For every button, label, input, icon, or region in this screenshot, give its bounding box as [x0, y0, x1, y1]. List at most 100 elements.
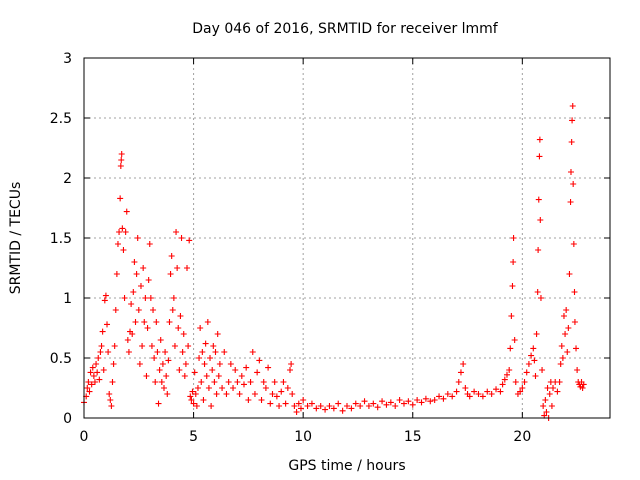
data-point-marker — [120, 247, 127, 253]
data-point-marker — [163, 373, 170, 379]
data-point-marker — [101, 297, 108, 304]
data-point-marker — [247, 379, 254, 385]
data-point-marker — [291, 403, 298, 409]
data-point-marker — [431, 397, 438, 403]
data-point-marker — [308, 400, 315, 407]
data-point-marker — [121, 295, 128, 301]
data-point-marker — [227, 361, 234, 367]
data-point-marker — [521, 379, 528, 385]
data-point-marker — [501, 376, 508, 383]
data-point-marker — [557, 361, 564, 367]
data-point-marker — [134, 235, 141, 241]
data-point-marker — [191, 369, 198, 376]
x-tick-label: 5 — [189, 429, 198, 445]
data-point-marker — [322, 406, 329, 413]
data-point-marker — [204, 319, 211, 325]
data-point-marker — [133, 271, 140, 277]
y-tick-label: 0.5 — [50, 351, 72, 367]
data-point-marker — [141, 319, 148, 325]
data-point-marker — [88, 381, 95, 388]
data-point-marker — [215, 373, 222, 379]
data-point-marker — [150, 307, 157, 313]
data-point-marker — [236, 391, 243, 397]
data-point-marker — [288, 361, 295, 367]
data-point-marker — [466, 393, 473, 400]
data-point-marker — [484, 388, 491, 395]
data-point-marker — [200, 397, 207, 403]
data-point-marker — [99, 328, 106, 335]
data-point-marker — [192, 391, 199, 397]
data-point-marker — [123, 208, 130, 215]
data-point-marker — [189, 388, 196, 395]
data-point-marker — [84, 385, 91, 391]
data-point-marker — [297, 405, 304, 412]
data-point-marker — [574, 367, 581, 373]
data-point-marker — [221, 349, 228, 355]
data-point-marker — [86, 388, 93, 395]
data-point-marker — [185, 343, 192, 349]
data-point-marker — [304, 403, 311, 409]
data-point-marker — [145, 277, 152, 283]
data-point-marker — [158, 379, 165, 385]
data-point-marker — [427, 398, 434, 405]
data-point-marker — [580, 381, 587, 388]
data-point-marker — [512, 379, 519, 385]
data-point-marker — [194, 385, 201, 391]
data-point-marker — [414, 397, 421, 403]
data-point-marker — [278, 388, 285, 395]
data-point-marker — [503, 371, 510, 378]
data-point-marker — [225, 379, 232, 385]
data-point-marker — [209, 367, 216, 373]
data-point-marker — [119, 225, 126, 232]
data-point-marker — [562, 331, 569, 337]
data-point-marker — [569, 103, 576, 109]
data-point-marker — [507, 345, 514, 352]
data-point-marker — [184, 265, 191, 271]
data-point-marker — [118, 157, 125, 163]
data-point-marker — [564, 349, 571, 355]
data-point-marker — [114, 241, 121, 247]
data-point-marker — [579, 385, 586, 391]
data-point-marker — [352, 400, 359, 407]
data-point-marker — [530, 345, 537, 352]
data-point-marker — [155, 400, 162, 407]
data-point-marker — [436, 393, 443, 400]
data-point-marker — [171, 343, 178, 349]
data-point-marker — [96, 376, 103, 383]
data-point-marker — [365, 403, 372, 409]
data-point-marker — [174, 265, 181, 271]
data-point-marker — [409, 401, 416, 408]
data-point-marker — [537, 295, 544, 301]
data-point-marker — [499, 381, 506, 388]
data-point-marker — [387, 399, 394, 406]
data-point-marker — [165, 357, 172, 364]
data-point-marker — [136, 361, 143, 367]
data-point-marker — [523, 369, 530, 376]
data-point-marker — [137, 283, 144, 289]
data-point-marker — [457, 369, 464, 376]
data-point-marker — [517, 388, 524, 395]
data-point-marker — [198, 379, 205, 385]
data-point-marker — [188, 397, 195, 403]
data-point-marker — [238, 373, 245, 379]
data-point-marker — [177, 313, 184, 319]
data-point-marker — [148, 343, 155, 349]
data-point-marker — [260, 379, 267, 385]
data-point-marker — [544, 385, 551, 391]
data-point-marker — [128, 301, 135, 307]
data-point-marker — [159, 361, 166, 367]
data-point-marker — [537, 217, 544, 223]
data-point-marker — [104, 321, 111, 328]
data-point-marker — [117, 195, 124, 202]
data-point-marker — [176, 367, 183, 373]
data-point-marker — [180, 331, 187, 337]
data-point-marker — [223, 391, 230, 397]
data-point-marker — [130, 289, 137, 295]
data-point-marker — [510, 259, 517, 265]
data-point-marker — [205, 385, 212, 391]
data-point-marker — [317, 403, 324, 409]
x-axis-label: GPS time / hours — [288, 458, 405, 474]
data-point-marker — [284, 385, 291, 391]
data-point-marker — [193, 403, 200, 409]
x-tick-label: 0 — [80, 429, 89, 445]
